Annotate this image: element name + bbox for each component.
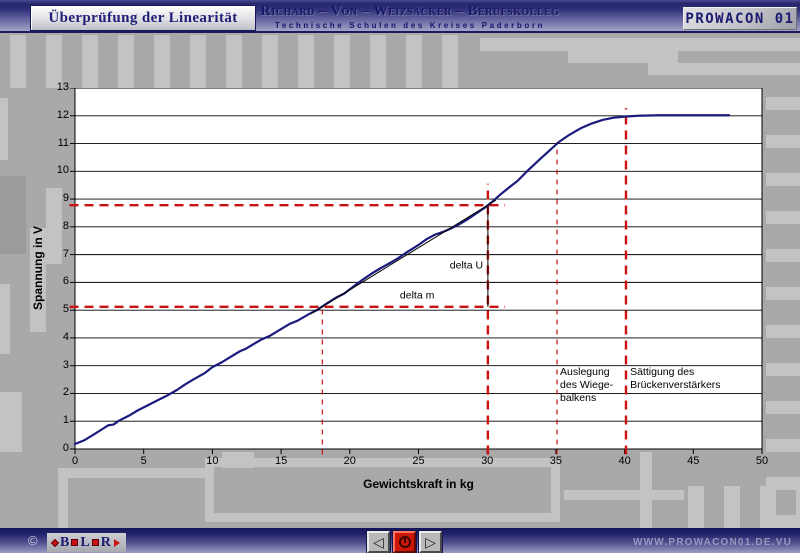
pcb-trace (10, 35, 465, 88)
home-circle-icon (398, 536, 411, 548)
prowacon-logo-text: PROWACON 01 (685, 10, 795, 27)
home-button[interactable] (393, 531, 416, 553)
blr-letter: B (60, 534, 70, 550)
pcb-trace (0, 392, 22, 452)
copyright-symbol: © (28, 533, 38, 548)
school-subtitle: Technische Schulen des Kreises Paderborn (274, 21, 546, 30)
school-name: Richard – Von – Weizsäcker – Berufskolle… (260, 3, 560, 19)
pcb-trace (766, 92, 800, 528)
red-diamond-icon (52, 539, 58, 546)
pcb-trace (0, 176, 26, 254)
pcb-trace (58, 468, 208, 478)
blr-logo: B L R (47, 533, 126, 552)
website-url: WWW.PROWACON01.DE.VU (632, 537, 792, 548)
red-square-icon (72, 540, 78, 545)
y-axis-title: Spannung in V (31, 226, 45, 311)
pcb-trace (0, 284, 10, 354)
pcb-trace (0, 98, 8, 160)
red-arrow-icon (113, 538, 120, 547)
header-bar: Überprüfung der Linearität Richard – Von… (0, 0, 800, 33)
pcb-trace (205, 458, 560, 522)
linearity-plot (69, 88, 763, 455)
next-slide-button[interactable]: ▷ (419, 531, 442, 553)
school-header: Richard – Von – Weizsäcker – Berufskolle… (260, 3, 560, 30)
blr-letter: R (100, 534, 111, 550)
prowacon-logo: PROWACON 01 (683, 7, 797, 30)
right-triangle-icon: ▷ (425, 534, 436, 550)
blr-letter: L (80, 534, 90, 550)
pcb-trace (688, 486, 800, 528)
pcb-trace (46, 188, 62, 264)
x-axis-title: Gewichtskraft in kg (363, 477, 474, 491)
pcb-trace (58, 468, 68, 528)
pcb-trace (480, 38, 800, 51)
left-triangle-icon: ◁ (373, 534, 384, 550)
pcb-trace (564, 490, 684, 500)
slide-navigation: ◁ ▷ (367, 531, 442, 553)
red-square-icon (92, 540, 98, 545)
slide-title-box: Überprüfung der Linearität (30, 5, 256, 31)
pcb-trace (640, 452, 652, 528)
slide-title: Überprüfung der Linearität (48, 9, 238, 26)
pcb-trace (222, 452, 254, 468)
pcb-trace (30, 228, 46, 332)
footer-bar: © B L R ◁ ▷ WWW.PROWACON01.DE.VU (0, 528, 800, 553)
pcb-trace (648, 63, 800, 75)
prev-slide-button[interactable]: ◁ (367, 531, 390, 553)
pcb-trace (568, 51, 678, 63)
